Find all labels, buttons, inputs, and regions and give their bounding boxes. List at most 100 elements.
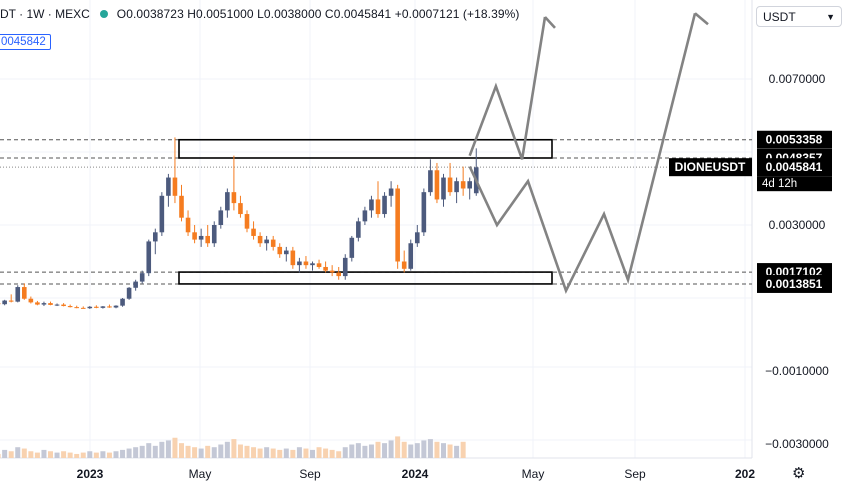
volume-bar xyxy=(316,447,322,458)
volume-bar xyxy=(231,439,237,458)
volume-bar xyxy=(218,444,224,458)
zone-rectangles[interactable] xyxy=(178,138,553,285)
volume-bar xyxy=(2,449,8,458)
symbol-label[interactable]: DT · 1W · MEXC xyxy=(0,7,90,21)
candle-body xyxy=(74,307,79,309)
volume-bar xyxy=(336,451,342,458)
volume-bar xyxy=(0,453,1,458)
volume-bar xyxy=(15,447,21,458)
candle-body xyxy=(316,263,322,267)
candle-body xyxy=(257,235,263,244)
candle-body xyxy=(211,225,217,244)
price-tick-label: −0.0030000 xyxy=(765,437,829,451)
candle-body xyxy=(428,170,433,193)
volume-bar xyxy=(80,452,86,458)
volume-bar xyxy=(211,447,217,458)
projection-line[interactable] xyxy=(694,12,709,26)
candle-body xyxy=(67,306,73,308)
candle-body xyxy=(238,203,243,215)
price-tick-label: −0.0010000 xyxy=(765,364,829,378)
time-tick-label: May xyxy=(189,467,212,481)
time-tick-label: Sep xyxy=(299,467,321,481)
candle-body xyxy=(15,287,21,302)
volume-bar xyxy=(290,449,296,458)
volume-bar xyxy=(310,449,315,458)
volume-bar xyxy=(48,451,53,458)
volume-bar xyxy=(277,449,283,458)
volume-bar xyxy=(408,444,414,458)
candle-body xyxy=(375,199,381,215)
candle-body xyxy=(113,305,119,308)
candle-body xyxy=(22,287,27,299)
price-tick-label: 0.0030000 xyxy=(769,218,826,232)
projection-drawings[interactable] xyxy=(468,12,709,295)
candle-body xyxy=(277,246,283,255)
candle-body xyxy=(28,298,34,303)
chevron-down-icon: ▼ xyxy=(826,11,835,22)
volume-bar xyxy=(368,444,374,458)
volume-bar xyxy=(454,445,460,458)
volume-bar xyxy=(237,444,243,458)
legend-header: DT · 1W · MEXC O0.0038723 H0.0051000 L0.… xyxy=(0,4,520,24)
volume-bar xyxy=(303,448,309,458)
time-tick-label: Sep xyxy=(624,467,646,481)
candle-body xyxy=(133,281,138,288)
volume-bar xyxy=(106,452,112,458)
volume-bar xyxy=(185,445,191,458)
candle-body xyxy=(107,306,112,308)
candle-body xyxy=(48,303,53,305)
candle-body xyxy=(179,195,184,218)
zone-rectangle[interactable] xyxy=(178,271,553,285)
countdown-box xyxy=(757,176,832,192)
candle-body xyxy=(54,304,60,306)
price-label: 0.0013851 xyxy=(766,277,823,291)
zone-rectangle[interactable] xyxy=(178,138,553,159)
horizontal-levels xyxy=(0,139,752,285)
candle-body xyxy=(8,300,14,302)
volume-bar xyxy=(93,452,99,458)
price-axis[interactable]: 0.0070000 0.0030000 −0.0010000 −0.0030000 0.… xyxy=(669,72,832,451)
candle-body xyxy=(310,263,315,266)
candle-body xyxy=(421,192,427,233)
candle-body xyxy=(290,250,296,266)
candle-body xyxy=(100,306,106,308)
volume-bar xyxy=(41,449,47,458)
candle-body xyxy=(297,261,302,266)
projection-line[interactable] xyxy=(468,12,697,295)
volume-bar xyxy=(126,448,132,458)
volume-bar xyxy=(192,447,198,458)
candle-body xyxy=(342,257,348,277)
volume-bar xyxy=(67,452,73,458)
volume-bar xyxy=(224,441,230,458)
candle-body xyxy=(139,273,145,282)
volume-bar xyxy=(139,445,145,458)
volume-bar xyxy=(244,445,250,458)
volume-bar xyxy=(61,451,67,458)
volume-bar xyxy=(54,452,60,458)
volume-bar xyxy=(362,445,368,458)
projection-line[interactable] xyxy=(544,16,556,29)
volume-bar xyxy=(441,443,446,458)
volume-bar xyxy=(152,445,158,458)
volume-bar xyxy=(434,441,440,458)
candle-body xyxy=(388,188,394,196)
market-status-dot xyxy=(99,10,108,18)
candle-body xyxy=(192,232,197,240)
time-tick-label: May xyxy=(522,467,545,481)
candle-body xyxy=(251,228,256,236)
candle-body xyxy=(329,270,335,273)
projection-line[interactable] xyxy=(468,16,547,160)
volume-bar xyxy=(165,440,171,458)
candle-body xyxy=(120,298,125,306)
candle-body xyxy=(146,241,152,274)
candle-body xyxy=(395,188,400,262)
candle-body xyxy=(264,239,269,244)
candle-body xyxy=(231,192,237,204)
gear-icon[interactable]: ⚙ xyxy=(792,465,806,482)
time-tick-label: 202 xyxy=(735,467,755,481)
currency-select[interactable]: USDT ▼ xyxy=(756,6,842,27)
price-label: 0.0053358 xyxy=(766,133,823,147)
candle-body xyxy=(153,232,158,242)
time-axis[interactable]: 2023 May Sep 2024 May Sep 202 xyxy=(77,467,756,481)
